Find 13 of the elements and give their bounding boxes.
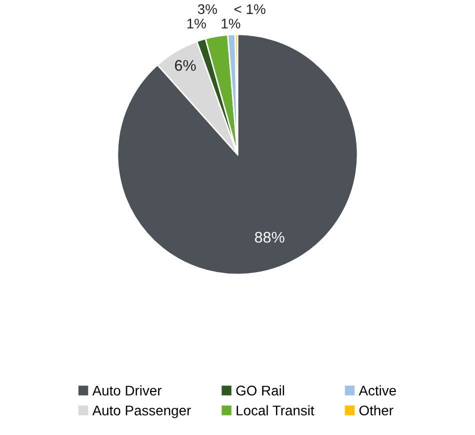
data-label: 1% (187, 18, 206, 28)
data-label: < 1% (234, 4, 266, 14)
legend-label: GO Rail (236, 385, 284, 396)
legend-label: Other (359, 405, 394, 416)
data-label: 1% (222, 18, 240, 28)
legend-label: Local Transit (236, 405, 314, 416)
data-label: 88% (254, 232, 284, 243)
data-label: 3% (198, 4, 217, 14)
legend-label: Auto Passenger (92, 406, 191, 418)
pie-slice (116, 34, 358, 276)
legend-label: Auto Driver (92, 385, 162, 396)
data-label: 6% (175, 60, 196, 71)
legend-label: Active (358, 385, 396, 396)
